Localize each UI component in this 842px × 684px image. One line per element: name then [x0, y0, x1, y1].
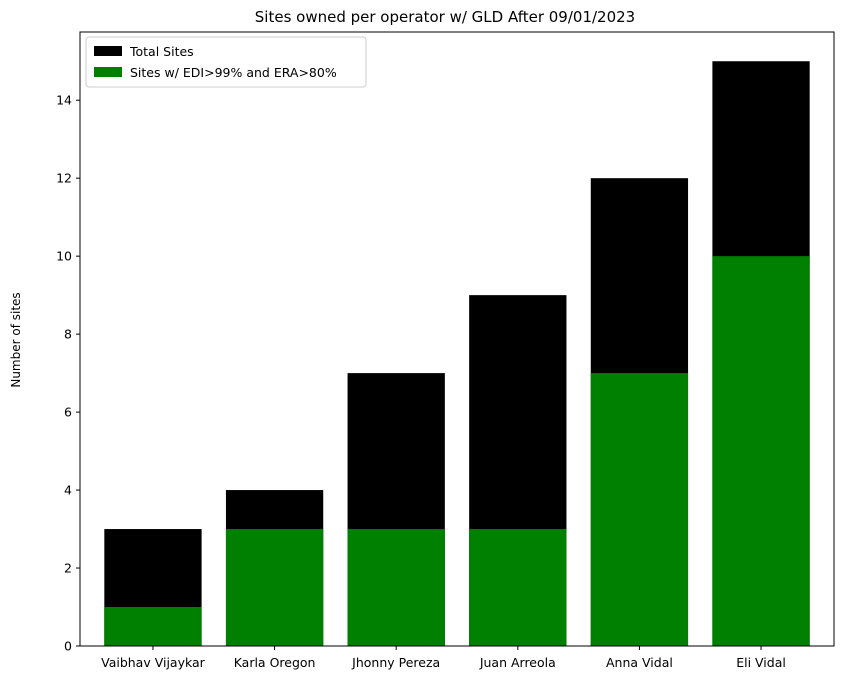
y-tick-label: 14 [56, 93, 72, 108]
bar-qualified-sites-0 [104, 607, 202, 646]
legend-label: Total Sites [129, 44, 194, 59]
y-axis-label: Number of sites [9, 292, 23, 387]
y-tick-label: 4 [64, 483, 72, 498]
x-tick-label: Jhonny Pereza [351, 655, 440, 670]
x-tick-label: Karla Oregon [234, 655, 316, 670]
y-tick-label: 10 [56, 249, 72, 264]
y-tick-label: 6 [64, 405, 72, 420]
legend-swatch [94, 46, 122, 56]
legend-box [85, 36, 367, 88]
legend-label: Sites w/ EDI>99% and ERA>80% [130, 65, 337, 80]
legend: Total Sites Sites w/ EDI>99% and ERA>80% [85, 36, 367, 88]
legend-swatch [94, 67, 122, 77]
chart-title: Sites owned per operator w/ GLD After 09… [255, 8, 635, 26]
y-tick-label: 0 [64, 639, 72, 654]
x-tick-label: Juan Arreola [479, 655, 556, 670]
bar-qualified-sites-3 [469, 529, 567, 646]
bar-qualified-sites-1 [225, 529, 324, 646]
bar-qualified-sites-5 [712, 256, 810, 646]
bars [104, 61, 810, 647]
y-tick-label: 12 [56, 171, 72, 186]
bar-qualified-sites-2 [347, 529, 445, 646]
y-tick-label: 2 [64, 561, 72, 576]
axes: 0 2 4 6 8 10 12 14 Vaibhav Vijaykar Karla Oregon J… [56, 31, 835, 670]
x-tick-label: Anna Vidal [606, 655, 673, 670]
x-tick-label: Eli Vidal [736, 655, 786, 670]
bar-qualified-sites-4 [590, 373, 689, 646]
y-tick-label: 8 [64, 327, 72, 342]
x-tick-label: Vaibhav Vijaykar [101, 655, 206, 670]
plot-frame [79, 31, 835, 647]
